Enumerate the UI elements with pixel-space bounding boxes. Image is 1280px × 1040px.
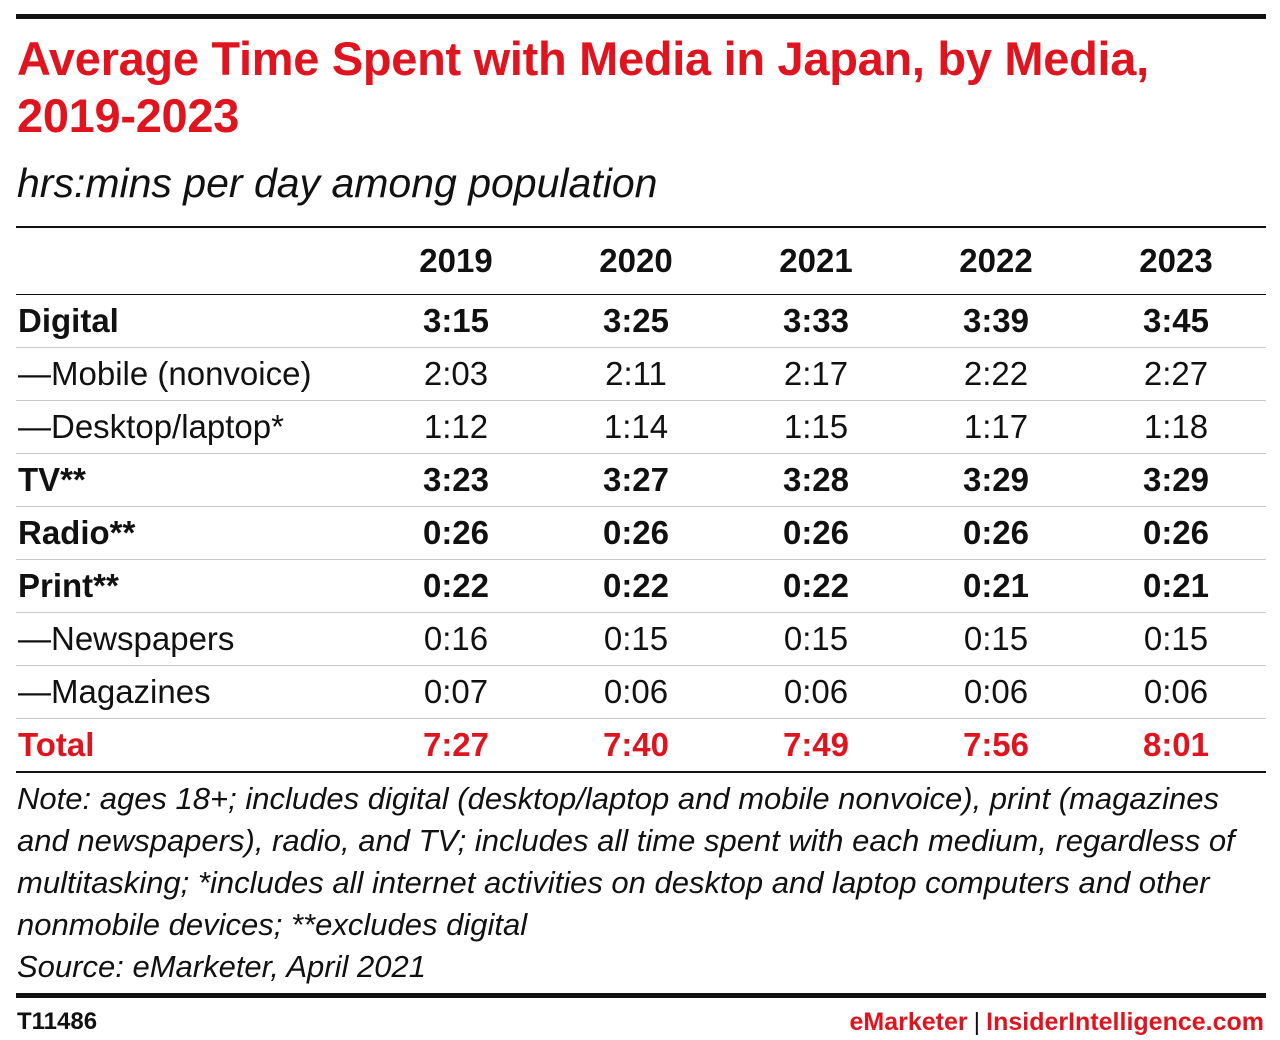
table-body: Digital 3:15 3:25 3:33 3:39 3:45 —Mobile (nonv… bbox=[16, 294, 1266, 773]
data-table: 2019 2020 2021 2022 2023 Digital 3:15 3:25… bbox=[16, 226, 1266, 773]
row-label: —Mobile (nonvoice) bbox=[16, 347, 366, 401]
table-cell: 3:39 bbox=[906, 294, 1086, 348]
header-row: 2019 2020 2021 2022 2023 bbox=[16, 226, 1266, 295]
table-row: Radio** 0:26 0:26 0:26 0:26 0:26 bbox=[16, 506, 1266, 560]
table-cell: 3:29 bbox=[906, 453, 1086, 507]
header-label-cell bbox=[16, 226, 366, 295]
footer-brand: eMarketer | InsiderIntelligence.com bbox=[850, 1008, 1265, 1037]
table-cell: 0:26 bbox=[1086, 506, 1266, 560]
data-table-container: 2019 2020 2021 2022 2023 Digital 3:15 3:25… bbox=[16, 226, 1266, 773]
row-label: Print** bbox=[16, 559, 366, 613]
note-text: Note: ages 18+; includes digital (deskto… bbox=[17, 781, 1235, 942]
table-cell: 0:26 bbox=[546, 506, 726, 560]
table-cell: 3:15 bbox=[366, 294, 546, 348]
table-cell: 0:07 bbox=[366, 665, 546, 719]
row-label: —Magazines bbox=[16, 665, 366, 719]
table-row: Print** 0:22 0:22 0:22 0:21 0:21 bbox=[16, 559, 1266, 613]
table-row: Digital 3:15 3:25 3:33 3:39 3:45 bbox=[16, 294, 1266, 348]
row-label: Radio** bbox=[16, 506, 366, 560]
table-cell: 7:56 bbox=[906, 718, 1086, 773]
table-cell: 2:11 bbox=[546, 347, 726, 401]
table-row: —Newspapers 0:16 0:15 0:15 0:15 0:15 bbox=[16, 612, 1266, 666]
table-cell: 7:27 bbox=[366, 718, 546, 773]
table-cell: 2:22 bbox=[906, 347, 1086, 401]
table-cell: 3:25 bbox=[546, 294, 726, 348]
table-cell: 0:16 bbox=[366, 612, 546, 666]
row-label: TV** bbox=[16, 453, 366, 507]
row-label: Digital bbox=[16, 294, 366, 348]
table-cell: 0:06 bbox=[546, 665, 726, 719]
table-cell: 3:29 bbox=[1086, 453, 1266, 507]
chart-subtitle: hrs:mins per day among population bbox=[17, 160, 658, 206]
brand-separator: | bbox=[973, 1008, 981, 1036]
table-cell: 1:14 bbox=[546, 400, 726, 454]
bottom-rule bbox=[16, 993, 1266, 998]
brand-secondary: InsiderIntelligence.com bbox=[986, 1008, 1264, 1036]
table-cell: 0:06 bbox=[726, 665, 906, 719]
table-row: Total 7:27 7:40 7:49 7:56 8:01 bbox=[16, 718, 1266, 773]
table-row: —Desktop/laptop* 1:12 1:14 1:15 1:17 1:18 bbox=[16, 400, 1266, 454]
table-cell: 0:22 bbox=[726, 559, 906, 613]
table-row: TV** 3:23 3:27 3:28 3:29 3:29 bbox=[16, 453, 1266, 507]
table-cell: 2:03 bbox=[366, 347, 546, 401]
table-cell: 1:18 bbox=[1086, 400, 1266, 454]
column-header: 2023 bbox=[1086, 226, 1266, 295]
table-cell: 0:26 bbox=[906, 506, 1086, 560]
table-cell: 1:17 bbox=[906, 400, 1086, 454]
chart-note: Note: ages 18+; includes digital (deskto… bbox=[17, 778, 1262, 988]
table-cell: 0:15 bbox=[1086, 612, 1266, 666]
table-cell: 0:15 bbox=[546, 612, 726, 666]
chart-id: T11486 bbox=[17, 1008, 98, 1035]
column-header: 2020 bbox=[546, 226, 726, 295]
table-cell: 1:15 bbox=[726, 400, 906, 454]
column-header: 2022 bbox=[906, 226, 1086, 295]
row-label: —Newspapers bbox=[16, 612, 366, 666]
table-cell: 3:23 bbox=[366, 453, 546, 507]
table-cell: 0:22 bbox=[366, 559, 546, 613]
table-cell: 0:21 bbox=[1086, 559, 1266, 613]
table-cell: 3:28 bbox=[726, 453, 906, 507]
source-text: Source: eMarketer, April 2021 bbox=[17, 949, 426, 984]
table-cell: 0:26 bbox=[366, 506, 546, 560]
top-rule bbox=[16, 14, 1266, 19]
table-cell: 0:22 bbox=[546, 559, 726, 613]
table-cell: 0:06 bbox=[1086, 665, 1266, 719]
table-cell: 7:40 bbox=[546, 718, 726, 773]
table-cell: 8:01 bbox=[1086, 718, 1266, 773]
table-row: —Magazines 0:07 0:06 0:06 0:06 0:06 bbox=[16, 665, 1266, 719]
table-cell: 3:33 bbox=[726, 294, 906, 348]
table-cell: 0:15 bbox=[726, 612, 906, 666]
table-cell: 0:26 bbox=[726, 506, 906, 560]
column-header: 2021 bbox=[726, 226, 906, 295]
row-label: Total bbox=[16, 718, 366, 773]
brand-primary: eMarketer bbox=[849, 1008, 968, 1036]
table-cell: 0:06 bbox=[906, 665, 1086, 719]
chart-title: Average Time Spent with Media in Japan, … bbox=[17, 32, 1149, 142]
row-label: —Desktop/laptop* bbox=[16, 400, 366, 454]
table-cell: 1:12 bbox=[366, 400, 546, 454]
table-cell: 2:27 bbox=[1086, 347, 1266, 401]
table-cell: 0:15 bbox=[906, 612, 1086, 666]
column-header: 2019 bbox=[366, 226, 546, 295]
table-cell: 2:17 bbox=[726, 347, 906, 401]
table-cell: 7:49 bbox=[726, 718, 906, 773]
table-cell: 3:27 bbox=[546, 453, 726, 507]
table-cell: 3:45 bbox=[1086, 294, 1266, 348]
table-row: —Mobile (nonvoice) 2:03 2:11 2:17 2:22 2:27 bbox=[16, 347, 1266, 401]
table-cell: 0:21 bbox=[906, 559, 1086, 613]
